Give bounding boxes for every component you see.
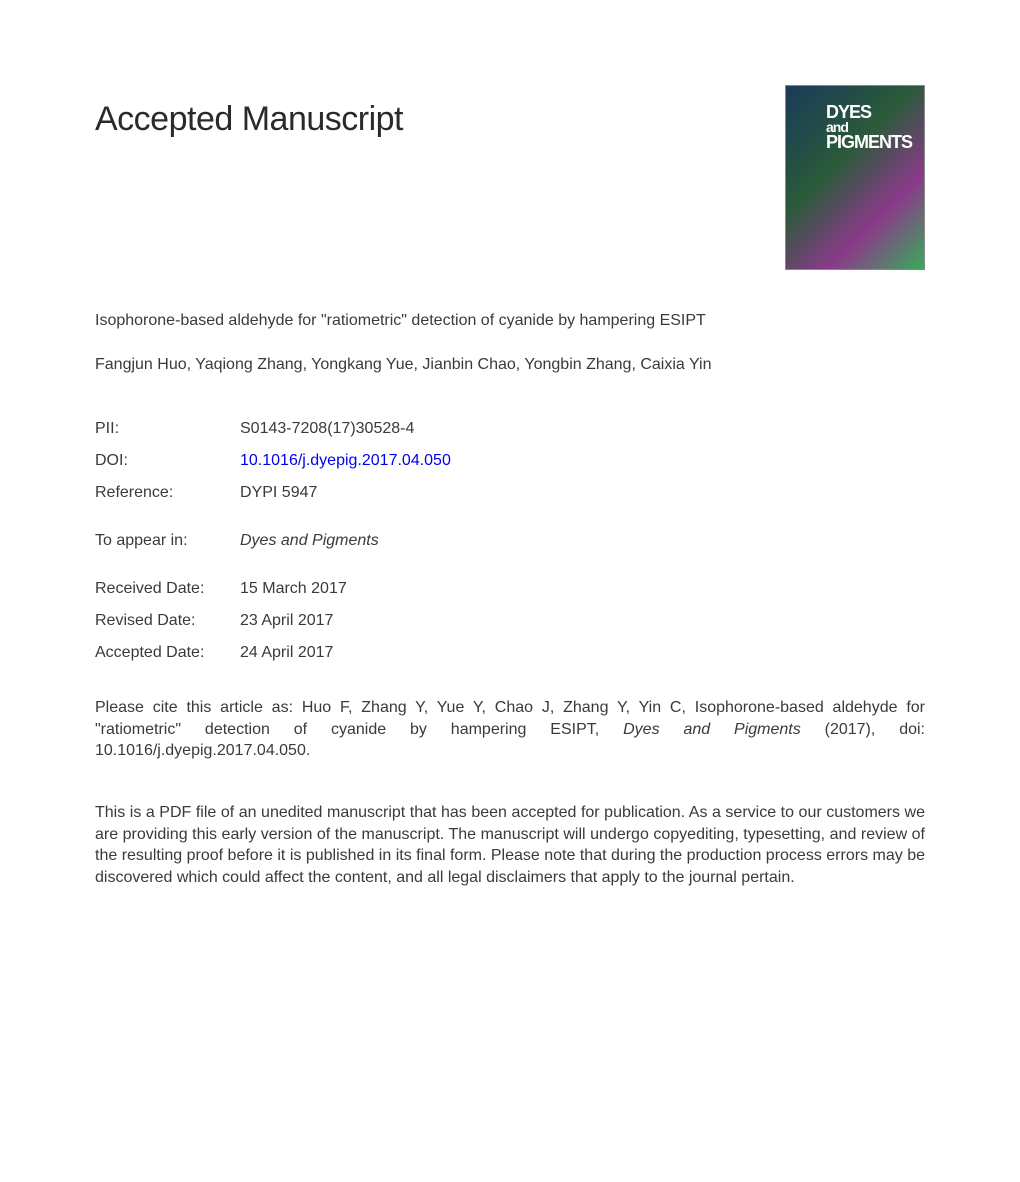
reference-value: DYPI 5947	[240, 484, 317, 502]
journal-cover-thumbnail: DYES and PIGMENTS	[785, 85, 925, 270]
accepted-label: Accepted Date:	[95, 644, 240, 662]
authors-list: Fangjun Huo, Yaqiong Zhang, Yongkang Yue…	[95, 354, 735, 376]
cover-title: DYES and PIGMENTS	[826, 104, 912, 151]
page-heading: Accepted Manuscript	[95, 100, 403, 139]
doi-label: DOI:	[95, 452, 240, 470]
pii-value: S0143-7208(17)30528-4	[240, 420, 414, 438]
disclaimer-text: This is a PDF file of an unedited manusc…	[95, 802, 925, 888]
revised-label: Revised Date:	[95, 612, 240, 630]
cover-line3: PIGMENTS	[826, 134, 912, 151]
metadata-row-received: Received Date: 15 March 2017	[95, 580, 925, 598]
citation-text: Please cite this article as: Huo F, Zhan…	[95, 697, 925, 762]
article-title: Isophorone-based aldehyde for "ratiometr…	[95, 310, 715, 332]
received-value: 15 March 2017	[240, 580, 347, 598]
doi-link[interactable]: 10.1016/j.dyepig.2017.04.050	[240, 452, 451, 470]
accepted-value: 24 April 2017	[240, 644, 333, 662]
metadata-row-reference: Reference: DYPI 5947	[95, 484, 925, 502]
citation-journal: Dyes and Pigments	[623, 721, 801, 738]
metadata-table: PII: S0143-7208(17)30528-4 DOI: 10.1016/…	[95, 420, 925, 662]
appear-value: Dyes and Pigments	[240, 532, 379, 550]
metadata-row-accepted: Accepted Date: 24 April 2017	[95, 644, 925, 662]
appear-label: To appear in:	[95, 532, 240, 550]
pii-label: PII:	[95, 420, 240, 438]
metadata-row-doi: DOI: 10.1016/j.dyepig.2017.04.050	[95, 452, 925, 470]
metadata-row-revised: Revised Date: 23 April 2017	[95, 612, 925, 630]
metadata-row-appear: To appear in: Dyes and Pigments	[95, 532, 925, 550]
received-label: Received Date:	[95, 580, 240, 598]
metadata-row-pii: PII: S0143-7208(17)30528-4	[95, 420, 925, 438]
revised-value: 23 April 2017	[240, 612, 333, 630]
reference-label: Reference:	[95, 484, 240, 502]
